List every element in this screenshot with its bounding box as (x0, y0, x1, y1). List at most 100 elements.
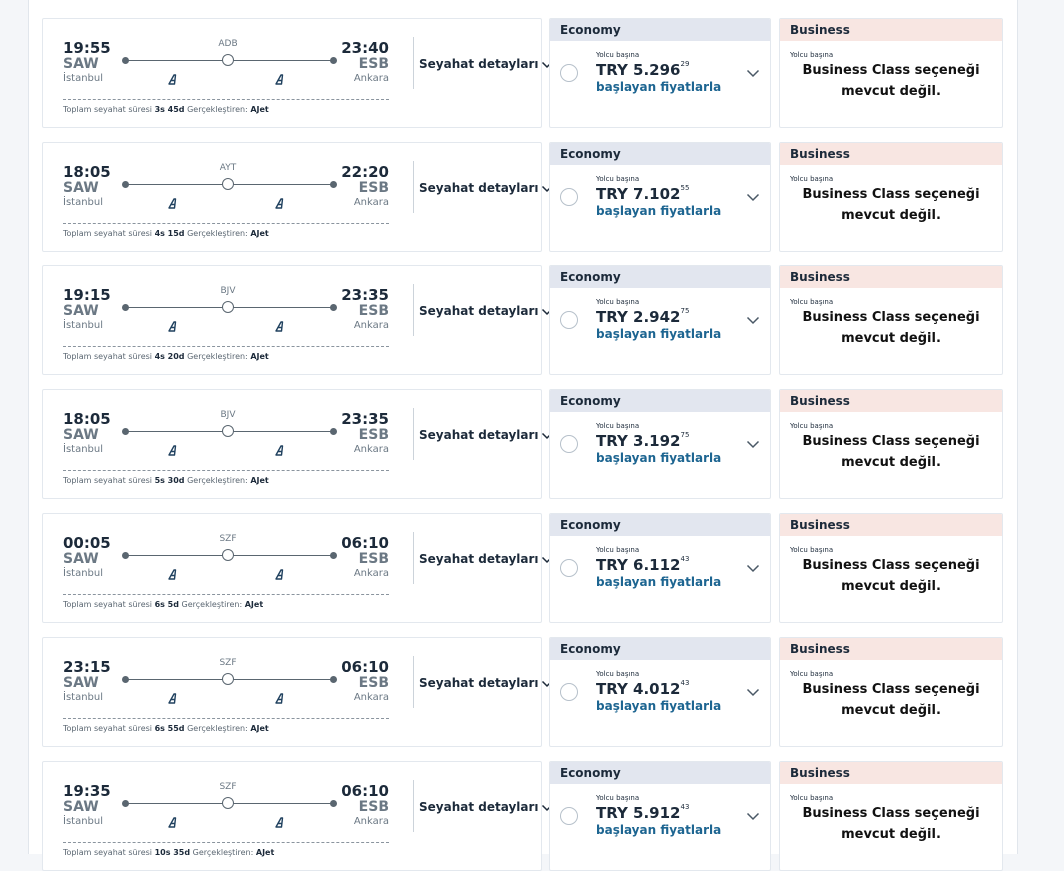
economy-header: Economy (550, 19, 770, 41)
price-main: TRY 6.112 (596, 556, 681, 574)
economy-fare-card[interactable]: Economy Yolcu başına TRY 5.29629 başlaya… (549, 18, 771, 128)
departure-city: İstanbul (63, 320, 104, 331)
departure-city: İstanbul (63, 73, 104, 84)
departure-time: 23:15 (63, 658, 111, 676)
route-start-dot (122, 676, 129, 683)
total-travel-info: Toplam seyahat süresi 4s 20d Gerçekleşti… (63, 352, 269, 361)
operator-name: AJet (250, 476, 269, 485)
flight-card: 19:35 SAW İstanbul SZF 06:10 ESB Ankara … (42, 761, 552, 871)
travel-details-label: Seyahat detayları (419, 57, 539, 71)
economy-price: TRY 7.10255 (596, 184, 689, 203)
economy-fare-card[interactable]: Economy Yolcu başına TRY 7.10255 başlaya… (549, 142, 771, 252)
arrival-time: 06:10 (341, 534, 389, 552)
economy-fare-radio[interactable] (560, 311, 578, 329)
arrival-airport-code: ESB (358, 551, 389, 567)
economy-fare-card[interactable]: Economy Yolcu başına TRY 6.11243 başlaya… (549, 513, 771, 623)
ajet-logo-icon (275, 198, 284, 209)
flight-card: 18:05 SAW İstanbul BJV 23:35 ESB Ankara … (42, 389, 552, 499)
price-main: TRY 2.942 (596, 308, 681, 326)
starting-from-label: başlayan fiyatlarla (596, 823, 722, 837)
chevron-down-icon[interactable] (746, 440, 760, 449)
departure-time: 19:15 (63, 286, 111, 304)
ajet-logo-icon (168, 321, 177, 332)
route-end-dot (330, 428, 337, 435)
divider (63, 223, 389, 224)
route-start-dot (122, 181, 129, 188)
flight-row: 00:05 SAW İstanbul SZF 06:10 ESB Ankara … (42, 513, 1003, 623)
arrival-city: Ankara (353, 444, 389, 455)
travel-details-toggle[interactable]: Seyahat detayları (419, 304, 553, 318)
chevron-down-icon[interactable] (746, 564, 760, 573)
arrival-time: 23:35 (341, 286, 389, 304)
economy-fare-radio[interactable] (560, 559, 578, 577)
economy-fare-radio[interactable] (560, 807, 578, 825)
arrival-airport-code: ESB (358, 180, 389, 196)
departure-city: İstanbul (63, 197, 104, 208)
business-fare-card: Business Yolcu başına Business Class seç… (779, 389, 1003, 499)
vertical-divider (413, 161, 414, 213)
route-end-dot (330, 304, 337, 311)
travel-details-toggle[interactable]: Seyahat detayları (419, 800, 553, 814)
economy-fare-radio[interactable] (560, 188, 578, 206)
business-header: Business (780, 514, 1002, 536)
per-passenger-label: Yolcu başına (790, 422, 834, 430)
per-passenger-label: Yolcu başına (596, 670, 640, 678)
arrival-airport-code: ESB (358, 303, 389, 319)
business-unavailable-message: Business Class seçeneği mevcut değil. (802, 558, 980, 594)
price-main: TRY 4.012 (596, 680, 681, 698)
business-fare-card: Business Yolcu başına Business Class seç… (779, 761, 1003, 871)
arrival-city: Ankara (353, 73, 389, 84)
per-passenger-label: Yolcu başına (596, 422, 640, 430)
total-duration: 4s 20d (154, 352, 185, 361)
price-main: TRY 5.296 (596, 61, 681, 79)
price-main: TRY 7.102 (596, 185, 681, 203)
business-fare-card: Business Yolcu başına Business Class seç… (779, 265, 1003, 375)
stopover-circle (222, 673, 234, 685)
economy-price: TRY 6.11243 (596, 555, 689, 574)
chevron-down-icon[interactable] (746, 688, 760, 697)
price-decimals: 43 (680, 803, 690, 811)
departure-airport-code: SAW (63, 675, 99, 691)
economy-price: TRY 2.94275 (596, 307, 689, 326)
business-header: Business (780, 143, 1002, 165)
chevron-down-icon[interactable] (746, 812, 760, 821)
total-duration: 6s 5d (154, 600, 179, 609)
operator-name: AJet (244, 600, 264, 609)
starting-from-label: başlayan fiyatlarla (596, 204, 722, 218)
total-time-label: Toplam seyahat süresi (63, 600, 153, 609)
total-time-label: Toplam seyahat süresi (63, 352, 153, 361)
business-header: Business (780, 762, 1002, 784)
total-duration: 5s 30d (154, 476, 185, 485)
vertical-divider (413, 656, 414, 708)
travel-details-label: Seyahat detayları (419, 800, 539, 814)
economy-fare-card[interactable]: Economy Yolcu başına TRY 5.91243 başlaya… (549, 761, 771, 871)
arrival-city: Ankara (353, 197, 389, 208)
economy-header: Economy (550, 266, 770, 288)
operated-by-label: Gerçekleştiren: (187, 229, 248, 238)
per-passenger-label: Yolcu başına (790, 670, 834, 678)
economy-fare-card[interactable]: Economy Yolcu başına TRY 3.19275 başlaya… (549, 389, 771, 499)
economy-fare-card[interactable]: Economy Yolcu başına TRY 2.94275 başlaya… (549, 265, 771, 375)
economy-fare-radio[interactable] (560, 435, 578, 453)
arrival-airport-code: ESB (358, 56, 389, 72)
travel-details-label: Seyahat detayları (419, 428, 539, 442)
chevron-down-icon[interactable] (746, 316, 760, 325)
economy-fare-radio[interactable] (560, 64, 578, 82)
travel-details-toggle[interactable]: Seyahat detayları (419, 428, 553, 442)
total-travel-info: Toplam seyahat süresi 10s 35d Gerçekleşt… (63, 848, 274, 857)
travel-details-toggle[interactable]: Seyahat detayları (419, 676, 553, 690)
economy-fare-card[interactable]: Economy Yolcu başına TRY 4.01243 başlaya… (549, 637, 771, 747)
flight-row: 18:05 SAW İstanbul BJV 23:35 ESB Ankara … (42, 389, 1003, 499)
business-header: Business (780, 638, 1002, 660)
travel-details-toggle[interactable]: Seyahat detayları (419, 552, 553, 566)
stopover-code: AYT (219, 163, 237, 173)
economy-fare-radio[interactable] (560, 683, 578, 701)
travel-details-toggle[interactable]: Seyahat detayları (419, 181, 553, 195)
chevron-down-icon[interactable] (746, 69, 760, 78)
operator-name: AJet (250, 105, 269, 114)
chevron-down-icon[interactable] (746, 193, 760, 202)
travel-details-toggle[interactable]: Seyahat detayları (419, 57, 553, 71)
vertical-divider (413, 532, 414, 584)
divider (63, 346, 389, 347)
business-header: Business (780, 19, 1002, 41)
